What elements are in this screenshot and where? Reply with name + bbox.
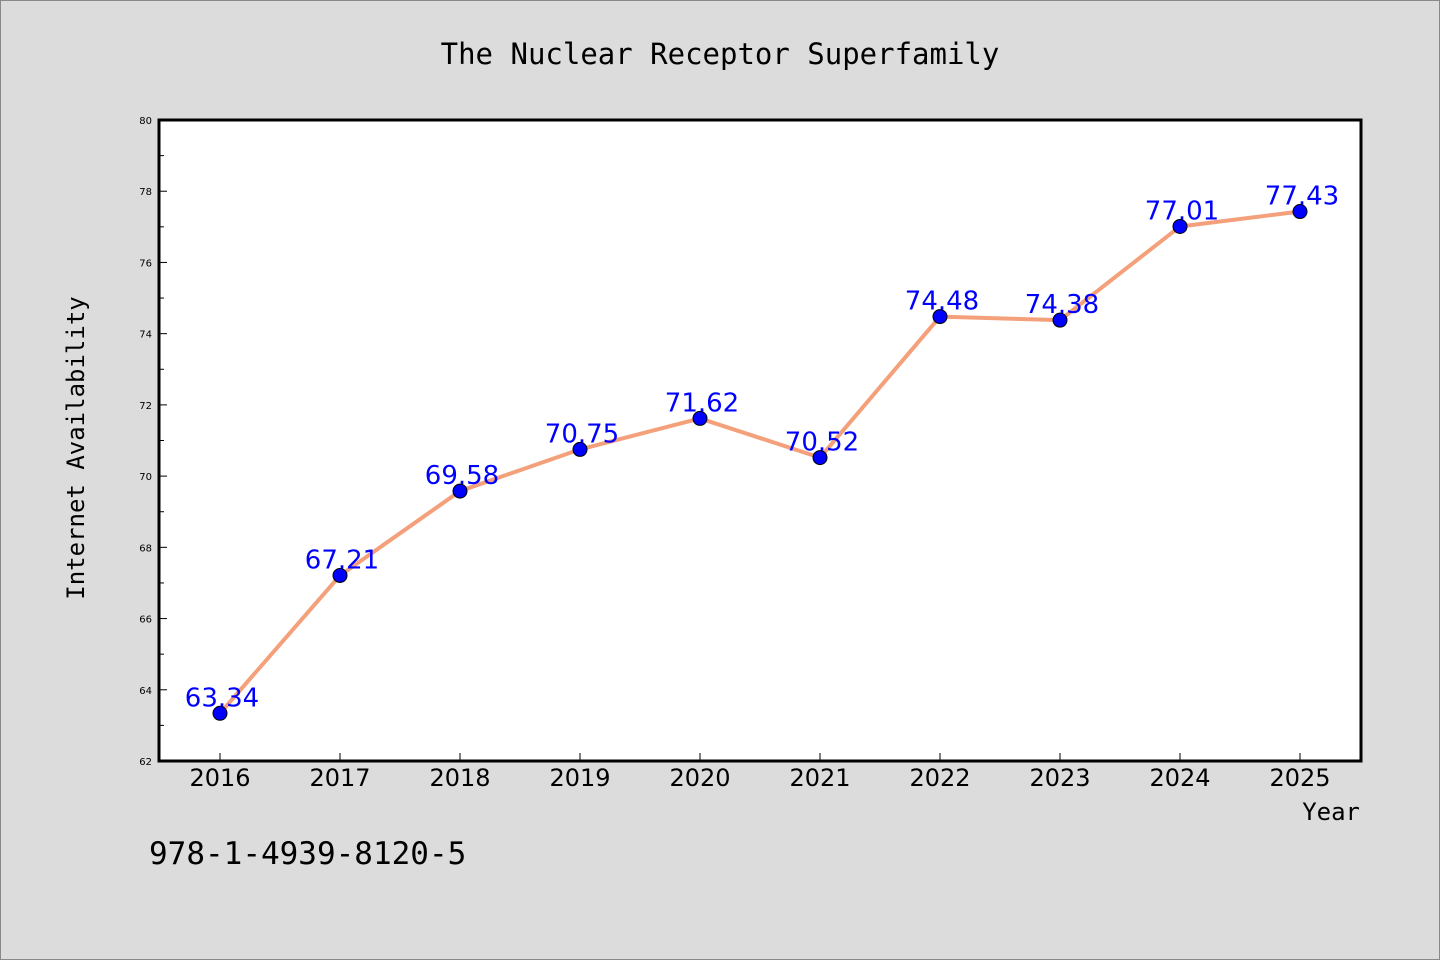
- x-tick-label: 2025: [1269, 764, 1330, 792]
- data-point: [572, 441, 588, 457]
- x-tick-label: 2022: [909, 764, 970, 792]
- data-label: 69.58: [425, 461, 499, 491]
- x-axis: 2016 2017 2018 2019 2020 2021 2022 2023 2024 2025: [189, 753, 1331, 792]
- data-point: [1052, 312, 1068, 328]
- chart-title: The Nuclear Receptor Superfamily: [441, 37, 1000, 71]
- series-line-path: [218, 209, 1302, 716]
- y-tick-label: 70: [139, 472, 152, 483]
- x-tick-label: 2024: [1149, 764, 1210, 792]
- data-label: 63.34: [185, 683, 259, 713]
- data-point: [932, 309, 948, 325]
- data-point: [452, 483, 468, 499]
- y-tick-label: 64: [139, 686, 152, 697]
- x-tick-label: 2018: [429, 764, 490, 792]
- data-point: [812, 450, 828, 466]
- x-tick-label: 2023: [1029, 764, 1090, 792]
- y-axis-label: Internet Availability: [62, 296, 90, 599]
- x-axis-label: Year: [1302, 798, 1360, 826]
- data-point: [212, 705, 228, 721]
- data-label: 67.21: [305, 545, 379, 575]
- data-label: 70.52: [785, 428, 859, 458]
- data-point: [1292, 204, 1308, 220]
- x-tick-label: 2017: [309, 764, 370, 792]
- data-point: [1172, 218, 1188, 234]
- data-label: 74.48: [905, 287, 979, 317]
- x-tick-label: 2019: [549, 764, 610, 792]
- x-tick-label: 2021: [789, 764, 850, 792]
- y-tick-label: 62: [139, 757, 152, 768]
- data-label: 77.43: [1265, 182, 1339, 212]
- y-tick-label: 80: [139, 116, 152, 127]
- isbn-text: 978-1-4939-8120-5: [149, 836, 466, 872]
- y-tick-label: 74: [139, 330, 152, 341]
- y-tick-label: 68: [139, 543, 152, 554]
- data-label: 71.62: [665, 388, 739, 418]
- plot-area: [159, 120, 1361, 761]
- y-tick-label: 76: [139, 258, 152, 269]
- series-line: [212, 204, 1308, 721]
- plot-border: [157, 118, 1363, 763]
- data-labels: 63.34 67.21 69.58 70.75 71.62 70.52 74.48 74.38…: [185, 182, 1339, 714]
- data-point: [692, 410, 708, 426]
- data-label: 74.38: [1025, 290, 1099, 320]
- y-tick-label: 78: [139, 187, 152, 198]
- x-tick-label: 2016: [189, 764, 250, 792]
- y-tick-label: 72: [139, 401, 152, 412]
- data-label: 70.75: [545, 419, 619, 449]
- x-tick-label: 2020: [669, 764, 730, 792]
- data-point: [332, 567, 348, 583]
- y-tick-label: 66: [139, 615, 152, 626]
- data-label: 77.01: [1145, 196, 1219, 226]
